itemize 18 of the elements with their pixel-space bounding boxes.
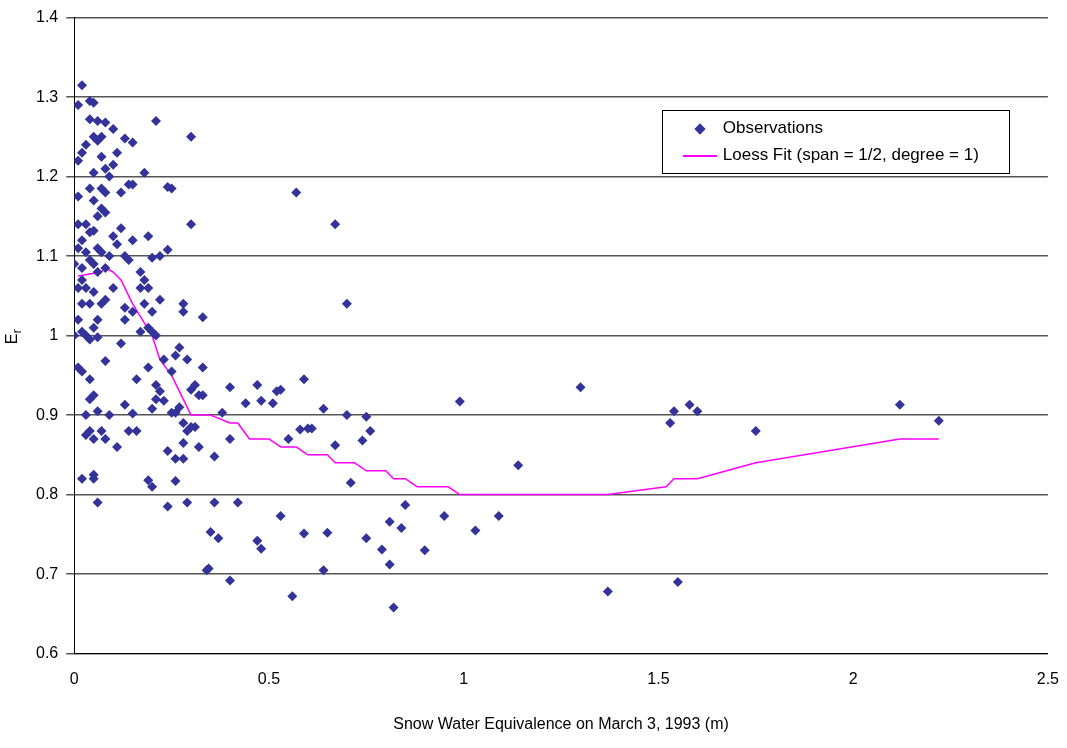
y-tick-label: 0.8 [35, 485, 59, 503]
y-tick-label: 1 [49, 326, 59, 344]
x-tick-label: 0.5 [257, 669, 281, 687]
y-tick-label: 0.9 [35, 405, 59, 423]
x-tick-label: 2 [848, 669, 858, 687]
x-tick-label: 1.5 [647, 669, 670, 687]
x-tick-label: 0 [69, 669, 79, 687]
y-tick-label: 0.7 [35, 564, 59, 582]
y-tick-label: 1.4 [35, 8, 59, 26]
y-tick-label: 1.3 [35, 87, 59, 105]
x-tick-label: 1 [459, 669, 469, 687]
x-tick-label: 2.5 [1036, 669, 1060, 687]
legend-label: Observations [722, 118, 823, 139]
y-tick-label: 1.1 [35, 246, 59, 264]
x-axis-title: Snow Water Equivalence on March 3, 1993 (m) [393, 714, 729, 732]
y-tick-label: 1.2 [35, 167, 59, 185]
legend-label: Loess Fit (span = 1/2, degree = 1) [722, 145, 979, 166]
y-tick-label: 0.6 [35, 644, 59, 662]
